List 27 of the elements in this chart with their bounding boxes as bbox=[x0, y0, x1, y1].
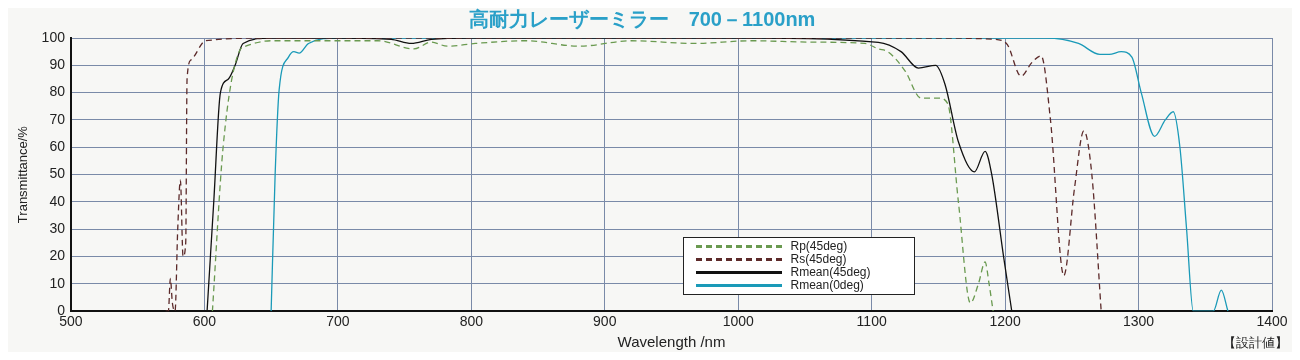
legend-label: Rs(45deg) bbox=[790, 252, 847, 267]
y-tick-label: 100 bbox=[41, 28, 66, 45]
x-tick-label: 1300 bbox=[1122, 313, 1155, 330]
x-tick-label: 800 bbox=[459, 313, 484, 330]
y-tick-label: 20 bbox=[49, 247, 66, 264]
chart-title: 高耐力レーザーミラー 700－1100nm bbox=[468, 7, 816, 30]
legend-label: Rmean(0deg) bbox=[790, 278, 864, 293]
x-tick-label: 1000 bbox=[722, 313, 754, 330]
y-tick-label: 30 bbox=[49, 220, 66, 237]
x-tick-label: 1200 bbox=[989, 313, 1021, 330]
x-tick-label: 1400 bbox=[1256, 313, 1288, 330]
x-tick-label: 1100 bbox=[856, 313, 887, 330]
x-tick-label: 900 bbox=[593, 313, 617, 330]
y-tick-label: 10 bbox=[49, 274, 66, 291]
y-axis-title: Transmittance/% bbox=[15, 125, 31, 224]
y-tick-label: 90 bbox=[49, 56, 66, 73]
y-tick-label: 70 bbox=[49, 110, 66, 127]
y-tick-label: 80 bbox=[49, 83, 66, 100]
y-tick-label: 60 bbox=[49, 138, 66, 155]
y-tick-label: 40 bbox=[49, 192, 66, 209]
y-tick-label: 50 bbox=[49, 165, 66, 182]
text: 【設計値】 bbox=[1223, 335, 1288, 351]
legend-label: Rp(45deg) bbox=[790, 239, 848, 254]
x-tick-label: 600 bbox=[192, 313, 217, 330]
legend-label: Rmean(45deg) bbox=[790, 265, 871, 280]
x-tick-label: 700 bbox=[326, 313, 350, 330]
x-axis-title: Wavelength /nm bbox=[617, 333, 726, 351]
